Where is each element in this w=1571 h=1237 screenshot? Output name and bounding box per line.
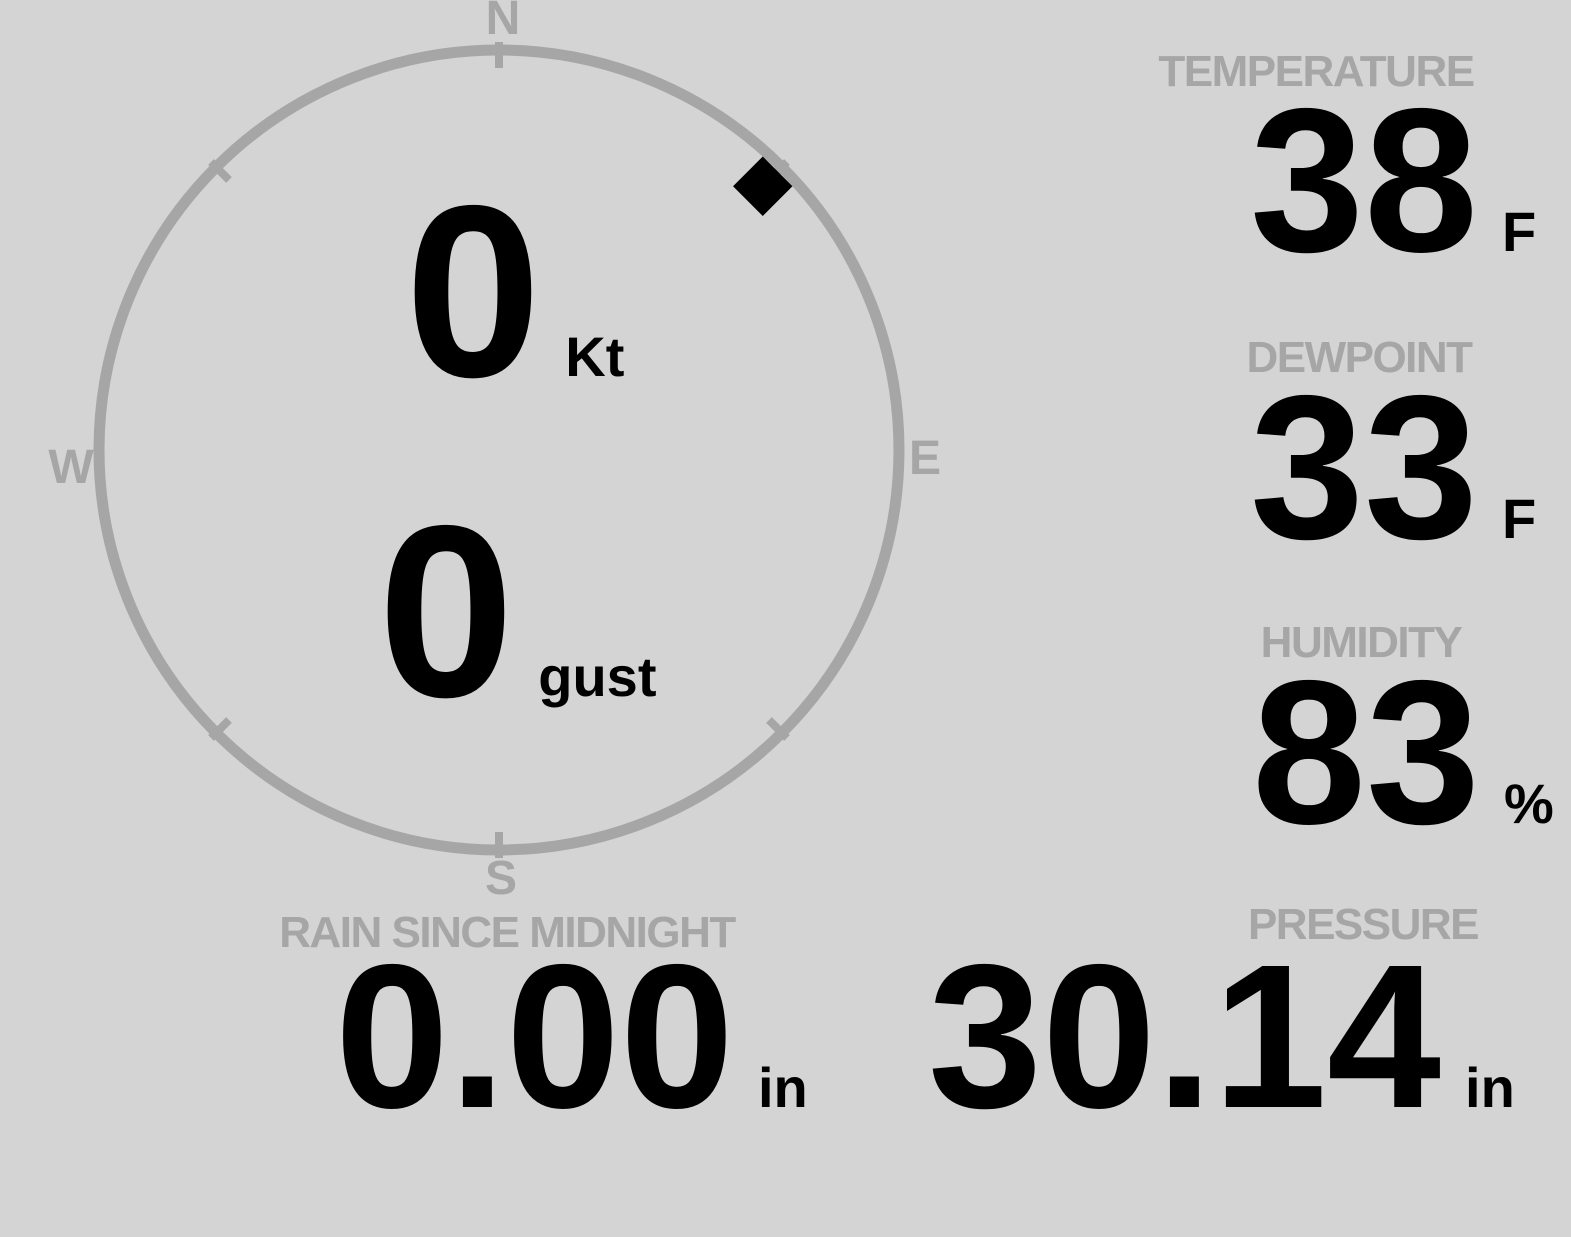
rain-value-row: 0.00 in [335,934,808,1139]
tick-northwest [208,159,232,183]
cardinal-east: E [908,432,942,485]
temperature-value: 38 [1250,66,1479,295]
cardinal-west: W [48,441,94,494]
wind-gust-unit: gust [538,645,657,708]
dewpoint-value: 33 [1250,353,1479,582]
humidity-unit: % [1504,772,1554,835]
dewpoint-unit: F [1502,487,1537,550]
pressure-label: PRESSURE [1247,900,1480,949]
wind-speed-reading: 0 Kt [405,169,624,414]
tick-southwest [208,717,232,741]
temperature-label: TEMPERATURE [1158,47,1475,96]
compass-ring-svg [93,42,905,858]
temperature-unit: F [1502,200,1537,263]
tick-southeast [766,717,790,741]
pressure-value: 30.14 [928,922,1442,1151]
rain-label: RAIN SINCE MIDNIGHT [279,908,736,957]
pressure-value-row: 30.14 in [928,934,1515,1139]
humidity-value-row: 83 % [1252,650,1554,855]
pressure-unit: in [1465,1056,1515,1119]
cardinal-south: S [484,852,518,905]
rain-value: 0.00 [335,922,734,1151]
humidity-label: HUMIDITY [1260,618,1463,667]
wind-gust-reading: 0 gust [378,489,656,734]
temperature-value-row: 38 F [1250,78,1536,283]
cardinal-north: N [485,0,521,45]
wind-speed-unit: Kt [565,325,625,388]
wind-speed-value: 0 [405,154,542,428]
dewpoint-label: DEWPOINT [1246,333,1473,382]
rain-unit: in [758,1056,808,1119]
wind-gust-value: 0 [378,474,515,748]
dewpoint-value-row: 33 F [1250,365,1536,570]
humidity-value: 83 [1252,638,1481,867]
